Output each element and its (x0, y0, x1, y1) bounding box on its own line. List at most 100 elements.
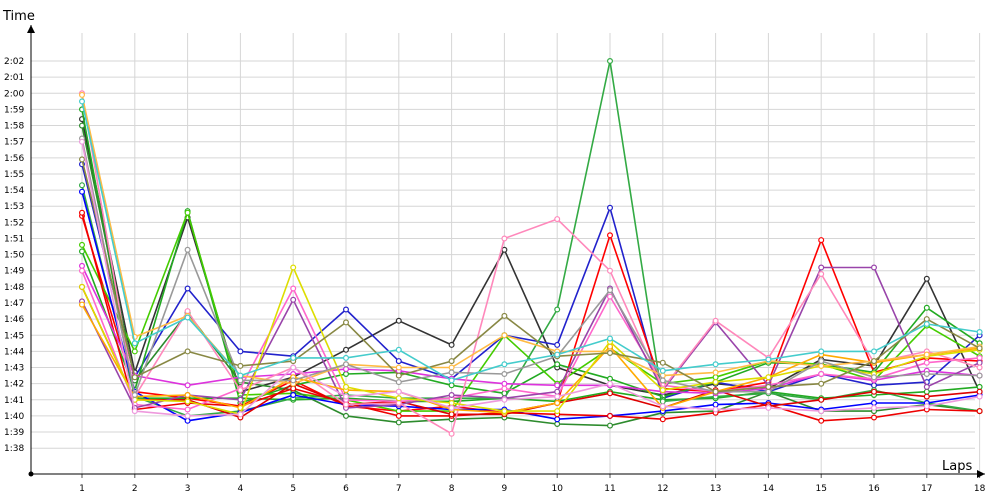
data-point (237, 411, 244, 418)
data-point (765, 388, 772, 395)
data-point (184, 382, 191, 389)
data-point (659, 403, 666, 410)
x-tick-label: 6 (343, 484, 349, 494)
data-point (184, 412, 191, 419)
x-tick-label: 7 (396, 484, 402, 494)
y-tick-label: 1:42 (4, 380, 24, 390)
series-lines (78, 57, 983, 437)
data-point (870, 264, 877, 271)
data-point (395, 317, 402, 324)
data-point (554, 388, 561, 395)
data-point (78, 182, 85, 189)
data-point (343, 401, 350, 408)
data-point (290, 264, 297, 271)
data-point (659, 367, 666, 374)
series-line (81, 266, 980, 409)
series-21 (78, 138, 983, 419)
data-point (448, 358, 455, 365)
data-point (343, 361, 350, 368)
data-point (395, 408, 402, 415)
series-6 (78, 122, 983, 429)
data-point (818, 264, 825, 271)
x-tick-label: 17 (921, 484, 932, 494)
data-point (448, 341, 455, 348)
data-point (131, 348, 138, 355)
y-tick-label: 1:41 (4, 396, 24, 406)
axis-origin-dot (28, 471, 34, 477)
data-point (184, 246, 191, 253)
data-point (554, 216, 561, 223)
data-point (606, 335, 613, 342)
data-point (395, 412, 402, 419)
series-19 (78, 156, 983, 395)
data-point (554, 341, 561, 348)
data-point (818, 371, 825, 378)
data-point (501, 371, 508, 378)
y-tick-label: 1:53 (4, 202, 24, 212)
x-tick-label: 2 (132, 484, 138, 494)
data-point (659, 359, 666, 366)
data-point (343, 412, 350, 419)
data-point (712, 317, 719, 324)
axes (27, 25, 985, 478)
y-tick-label: 1:59 (4, 105, 24, 115)
y-tick-label: 1:51 (4, 234, 24, 244)
data-point (237, 372, 244, 379)
data-point (78, 98, 85, 105)
data-point (818, 237, 825, 244)
data-point (78, 301, 85, 308)
data-point (131, 392, 138, 399)
data-point (606, 267, 613, 274)
data-point (290, 377, 297, 384)
data-point (554, 361, 561, 368)
series-line (81, 159, 980, 393)
data-point (448, 364, 455, 371)
data-point (184, 406, 191, 413)
data-point (818, 358, 825, 365)
data-point (448, 411, 455, 418)
data-point (131, 340, 138, 347)
x-tick-label: 13 (710, 484, 721, 494)
data-point (606, 232, 613, 239)
x-tick-label: 10 (551, 484, 563, 494)
data-point (395, 364, 402, 371)
data-point (870, 414, 877, 421)
data-point (659, 387, 666, 394)
data-point (78, 262, 85, 269)
data-point (78, 91, 85, 98)
data-point (290, 364, 297, 371)
data-point (343, 306, 350, 313)
data-point (818, 271, 825, 278)
y-tick-label: 1:49 (4, 267, 24, 277)
series-line (81, 270, 980, 411)
data-point (923, 316, 930, 323)
x-tick-label: 5 (290, 484, 296, 494)
y-axis-arrow (27, 25, 35, 33)
data-point (78, 122, 85, 129)
data-point (606, 350, 613, 357)
data-point (606, 204, 613, 211)
data-point (554, 421, 561, 428)
data-point (923, 351, 930, 358)
data-point (343, 346, 350, 353)
data-point (448, 400, 455, 407)
data-point (131, 374, 138, 381)
data-point (554, 416, 561, 423)
x-tick-label: 16 (868, 484, 880, 494)
data-point (976, 408, 983, 415)
data-point (554, 351, 561, 358)
data-point (448, 382, 455, 389)
data-point (976, 354, 983, 361)
data-point (395, 419, 402, 426)
data-point (976, 372, 983, 379)
series-20 (78, 98, 983, 384)
data-point (501, 408, 508, 415)
data-point (395, 400, 402, 407)
y-tick-label: 1:52 (4, 218, 24, 228)
data-point (606, 293, 613, 300)
data-point (659, 398, 666, 405)
data-point (976, 345, 983, 352)
data-point (976, 388, 983, 395)
x-axis-arrow (977, 470, 985, 478)
